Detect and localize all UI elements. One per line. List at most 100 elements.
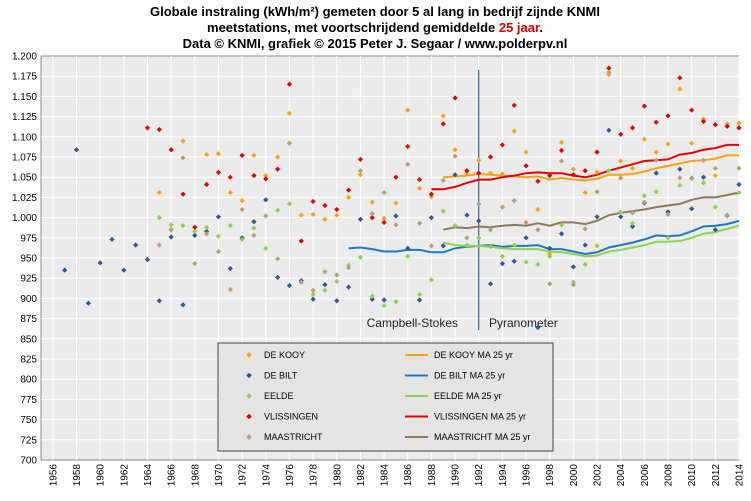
data-point [582, 168, 588, 174]
y-tick-label: 725 [20, 435, 37, 446]
legend-label: MAASTRICHT MA 25 yr [434, 432, 530, 442]
data-point [310, 211, 316, 217]
title-line-3: Data © KNMI, grafiek © 2015 Peter J. Seg… [183, 36, 568, 51]
data-point [334, 272, 340, 278]
data-point [168, 147, 174, 153]
y-tick-label: 1.050 [12, 173, 37, 184]
series-line [348, 219, 740, 256]
data-point [464, 212, 470, 218]
y-tick-label: 1.100 [12, 132, 37, 143]
data-point [192, 261, 198, 267]
legend-marker [246, 393, 252, 399]
data-point [393, 299, 399, 305]
series-line [431, 143, 739, 191]
data-point [641, 199, 647, 205]
data-point [144, 125, 151, 131]
data-point [405, 245, 411, 251]
series-line [443, 154, 739, 182]
data-point [227, 265, 233, 272]
data-point [393, 174, 399, 180]
data-point [689, 206, 695, 212]
data-point [334, 298, 340, 304]
data-point [381, 189, 387, 196]
data-point [334, 206, 340, 213]
data-point [700, 118, 707, 125]
data-point [499, 204, 505, 210]
data-point [641, 103, 647, 109]
data-point [286, 201, 293, 207]
legend-label: MAASTRICHT [264, 432, 323, 442]
title-line-2: meetstations, met voortschrijdend gemidd… [207, 20, 543, 35]
data-point [156, 215, 162, 221]
data-point [712, 172, 718, 179]
data-point [653, 189, 659, 195]
data-point [724, 123, 730, 129]
data-point [357, 156, 364, 163]
data-point [286, 81, 293, 87]
data-point [736, 165, 742, 171]
y-tick-label: 875 [20, 314, 37, 325]
data-point [511, 198, 517, 204]
data-point [570, 264, 576, 270]
data-point [547, 172, 553, 179]
data-point [618, 131, 624, 137]
data-point [334, 212, 340, 218]
data-point [144, 257, 151, 263]
x-tick-label: 1960 [96, 464, 107, 487]
data-point [298, 212, 304, 218]
data-point [369, 210, 375, 217]
data-point [606, 65, 612, 71]
data-point [570, 166, 576, 172]
data-point [452, 95, 458, 101]
data-point [653, 119, 659, 125]
data-point [239, 152, 245, 158]
y-tick-label: 1.125 [12, 112, 37, 123]
data-point [535, 261, 541, 268]
data-point [416, 177, 423, 183]
data-point [700, 157, 707, 163]
data-point [286, 282, 293, 289]
data-point [653, 170, 659, 176]
data-point [227, 286, 233, 293]
data-point [712, 227, 718, 233]
data-point [369, 199, 375, 205]
x-tick-label: 2008 [664, 464, 675, 487]
chart-title: Globale instraling (kWh/m²) gemeten door… [150, 4, 600, 51]
data-point [345, 265, 352, 271]
x-tick-label: 1970 [214, 464, 225, 487]
x-tick-label: 1968 [190, 464, 201, 487]
y-tick-label: 975 [20, 233, 37, 244]
title-line-2-text: meetstations, met voortschrijdend gemidd… [207, 20, 499, 35]
data-point [452, 172, 458, 178]
data-point [712, 204, 718, 210]
data-point [369, 293, 375, 299]
data-point [594, 169, 600, 175]
series-line [443, 191, 740, 231]
data-point [322, 282, 328, 288]
data-point [121, 267, 127, 273]
data-point [464, 168, 470, 174]
data-point [606, 69, 612, 75]
data-point [499, 253, 505, 259]
data-point [440, 208, 446, 214]
data-point [700, 180, 707, 186]
data-point [511, 242, 517, 248]
data-point [251, 152, 257, 158]
data-point [487, 244, 494, 250]
data-point [156, 189, 162, 196]
data-point [168, 234, 174, 240]
x-tick-label: 1994 [498, 464, 509, 487]
data-point [665, 141, 671, 147]
data-point [251, 172, 257, 179]
data-point [416, 220, 423, 226]
title-highlight: 25 jaar [499, 20, 540, 35]
data-point [499, 171, 505, 177]
data-point [322, 202, 328, 209]
data-point [452, 223, 458, 229]
legend-label: VLISSINGEN [264, 412, 318, 422]
y-tick-label: 1.075 [12, 153, 37, 164]
data-point [641, 193, 647, 199]
x-tick-label: 2002 [593, 464, 604, 487]
data-point [168, 222, 174, 228]
x-tick-label: 2004 [616, 464, 627, 487]
